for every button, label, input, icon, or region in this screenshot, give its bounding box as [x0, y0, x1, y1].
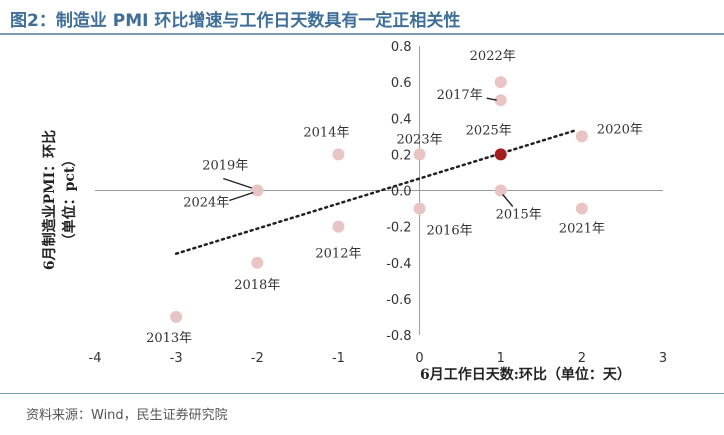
point-label: 2017年 — [437, 88, 483, 103]
x-tick-label: 0 — [415, 351, 423, 366]
x-tick-label: 2 — [578, 351, 586, 366]
data-point — [494, 148, 507, 161]
x-tick-label: -1 — [332, 351, 345, 366]
x-tick-label: -2 — [251, 351, 264, 366]
y-axis-label-line2: （单位：pct） — [62, 152, 78, 248]
point-label: 2023年 — [397, 132, 443, 147]
chart-title: 图2：制造业 PMI 环比增速与工作日天数具有一定正相关性 — [10, 11, 461, 31]
point-label: 2020年 — [597, 122, 643, 137]
point-label: 2016年 — [427, 224, 473, 239]
y-tick-label: -0.8 — [386, 329, 411, 344]
data-point — [251, 256, 264, 269]
y-tick-label: 0.6 — [391, 76, 412, 91]
point-label: 2013年 — [146, 331, 192, 346]
data-point — [332, 148, 345, 161]
data-point — [413, 202, 426, 215]
y-tick-label: 0.2 — [391, 148, 412, 163]
data-point — [494, 184, 507, 197]
y-tick-label: 0.8 — [391, 40, 412, 55]
y-tick-label: 0.4 — [391, 112, 412, 127]
y-axis-label-line1: 6月制造业PMI：环比 — [42, 129, 58, 271]
point-leader-line — [229, 191, 254, 202]
x-tick-label: -3 — [170, 351, 183, 366]
x-tick-label: -4 — [89, 351, 102, 366]
data-point — [494, 94, 507, 107]
y-tick-label: -0.4 — [386, 257, 411, 272]
point-leader-line — [223, 177, 254, 190]
x-tick-label: 3 — [659, 351, 667, 366]
point-label: 2025年 — [466, 123, 512, 138]
data-point — [251, 184, 264, 197]
footer-divider — [0, 393, 724, 394]
trend-line — [174, 129, 575, 255]
y-tick-label: 0.0 — [391, 185, 412, 200]
point-label: 2014年 — [303, 125, 349, 140]
data-point — [332, 220, 345, 233]
y-tick-label: -0.2 — [386, 221, 411, 236]
point-label: 2024年 — [183, 196, 229, 211]
data-point — [494, 76, 507, 89]
point-leader-line — [502, 194, 514, 207]
data-point — [575, 202, 588, 215]
point-label: 2021年 — [559, 222, 605, 237]
x-tick-label: 1 — [497, 351, 505, 366]
point-label: 2012年 — [315, 247, 361, 262]
data-point — [170, 310, 183, 323]
y-tick-label: -0.6 — [386, 293, 411, 308]
point-label: 2015年 — [496, 208, 542, 223]
point-label: 2018年 — [234, 278, 280, 293]
point-leader-line — [486, 97, 497, 101]
source-note: 资料来源：Wind，民生证券研究院 — [26, 408, 228, 423]
x-axis-label: 6月工作日天数:环比（单位：天） — [420, 367, 631, 383]
point-label: 2022年 — [470, 49, 516, 64]
data-point — [413, 148, 426, 161]
title-bar: 图2：制造业 PMI 环比增速与工作日天数具有一定正相关性 — [0, 0, 724, 35]
data-point — [575, 130, 588, 143]
point-label: 2019年 — [202, 159, 248, 174]
